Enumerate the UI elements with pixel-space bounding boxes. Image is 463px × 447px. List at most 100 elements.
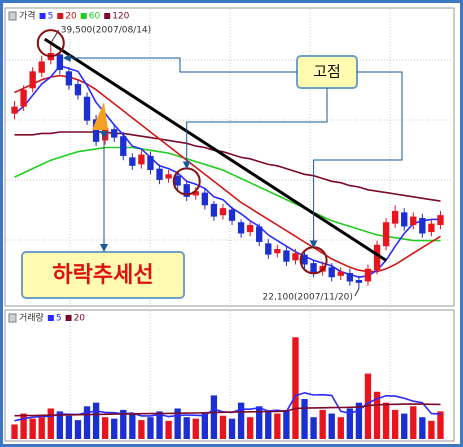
low-label: 22,100(2007/11/20) bbox=[263, 293, 353, 303]
candle-body bbox=[20, 89, 27, 107]
candle-body bbox=[246, 225, 254, 233]
candle-body bbox=[428, 223, 435, 233]
candle-body bbox=[192, 191, 199, 196]
volume-bar bbox=[201, 413, 209, 439]
candle-body bbox=[201, 192, 209, 206]
legend-swatch bbox=[39, 13, 46, 19]
volume-bar bbox=[337, 417, 344, 439]
volume-bar bbox=[401, 413, 408, 439]
candle-body bbox=[56, 54, 64, 70]
volume-bar bbox=[346, 408, 354, 439]
candle-body bbox=[437, 215, 444, 226]
candle-body bbox=[219, 208, 227, 216]
volume-bar bbox=[237, 402, 245, 439]
callout-text: 고점 bbox=[313, 63, 341, 81]
low-leader bbox=[354, 288, 360, 297]
volume-bar bbox=[147, 417, 154, 439]
volume-bar bbox=[183, 417, 190, 439]
callout-box bbox=[21, 251, 185, 299]
moving-average-line bbox=[14, 146, 441, 242]
candle-body bbox=[328, 267, 335, 278]
volume-bar bbox=[292, 337, 299, 439]
volume-bar bbox=[92, 402, 100, 439]
legend-label: 120 bbox=[112, 12, 129, 22]
volume-bar bbox=[373, 391, 381, 439]
candle-body bbox=[38, 61, 45, 73]
candle-body bbox=[364, 268, 372, 282]
candle-body bbox=[265, 243, 272, 255]
candle-body bbox=[74, 84, 82, 96]
volume-bar bbox=[138, 420, 145, 439]
candle-body bbox=[310, 263, 317, 273]
candle-body bbox=[283, 250, 290, 262]
volume-bar bbox=[301, 399, 308, 439]
volume-bar bbox=[328, 413, 335, 439]
candle-body bbox=[410, 216, 417, 226]
volume-bar bbox=[437, 411, 444, 439]
candle-body bbox=[419, 217, 426, 234]
candle-body bbox=[256, 226, 263, 242]
volume-bar bbox=[38, 417, 45, 439]
volume-bar bbox=[120, 409, 127, 439]
candle-body bbox=[83, 96, 91, 121]
candle-body bbox=[373, 244, 381, 271]
volume-bar bbox=[56, 411, 64, 439]
candle-body bbox=[29, 71, 36, 89]
volume-bar bbox=[29, 418, 36, 439]
legend-swatch bbox=[47, 315, 54, 321]
legend-icon bbox=[8, 313, 17, 323]
candle-body bbox=[129, 157, 136, 166]
candle-body bbox=[147, 155, 154, 171]
volume-bar bbox=[83, 406, 91, 439]
trend-line bbox=[43, 37, 387, 262]
volume-bar bbox=[165, 420, 172, 439]
volume-bar bbox=[20, 413, 27, 439]
volume-bar bbox=[210, 395, 218, 439]
volume-bar bbox=[11, 424, 18, 439]
volume-bar bbox=[74, 420, 82, 439]
callout-arrow bbox=[309, 71, 403, 249]
candle-body bbox=[228, 209, 236, 221]
legend-label: 20 bbox=[74, 314, 86, 324]
volume-bar bbox=[419, 417, 426, 439]
legend-icon bbox=[8, 11, 17, 21]
volume-bar bbox=[47, 408, 54, 439]
legend-swatch bbox=[80, 13, 87, 19]
volume-bar bbox=[219, 415, 227, 439]
candle-body bbox=[210, 203, 218, 217]
callout-arrow bbox=[62, 54, 297, 73]
legend-label: 60 bbox=[89, 12, 101, 22]
candle-body bbox=[274, 249, 281, 254]
volume-bar bbox=[156, 411, 163, 439]
candle-body bbox=[337, 271, 344, 276]
moving-average-line bbox=[14, 403, 441, 417]
volume-bar bbox=[111, 418, 118, 439]
candle-body bbox=[382, 222, 390, 247]
volume-bar bbox=[246, 417, 254, 439]
peak-label: 39,500(2007/08/14) bbox=[61, 26, 151, 36]
candle-body bbox=[355, 280, 363, 283]
candle-body bbox=[237, 222, 245, 234]
volume-bar bbox=[355, 402, 363, 439]
candle-body bbox=[346, 272, 354, 282]
legend-label: 20 bbox=[65, 12, 77, 22]
pointer-triangle bbox=[92, 102, 108, 130]
legend-swatch bbox=[65, 315, 72, 321]
candle-body bbox=[156, 168, 163, 180]
volume-bar bbox=[228, 418, 236, 439]
volume-bar bbox=[382, 402, 390, 439]
volume-bar bbox=[410, 406, 417, 439]
callout-text: 하락추세선 bbox=[52, 263, 153, 288]
volume-bar bbox=[256, 406, 263, 439]
moving-average-line bbox=[14, 131, 441, 202]
volume-bar bbox=[391, 409, 399, 439]
candle-body bbox=[11, 106, 18, 114]
volume-bar bbox=[274, 413, 281, 439]
callout-arrow bbox=[182, 88, 328, 170]
highlight-circle bbox=[36, 29, 65, 58]
candle-body bbox=[65, 71, 73, 86]
candle-body bbox=[165, 174, 172, 179]
candle-body bbox=[138, 154, 145, 165]
candle-body bbox=[174, 175, 181, 186]
legend-label: 5 bbox=[48, 12, 54, 22]
